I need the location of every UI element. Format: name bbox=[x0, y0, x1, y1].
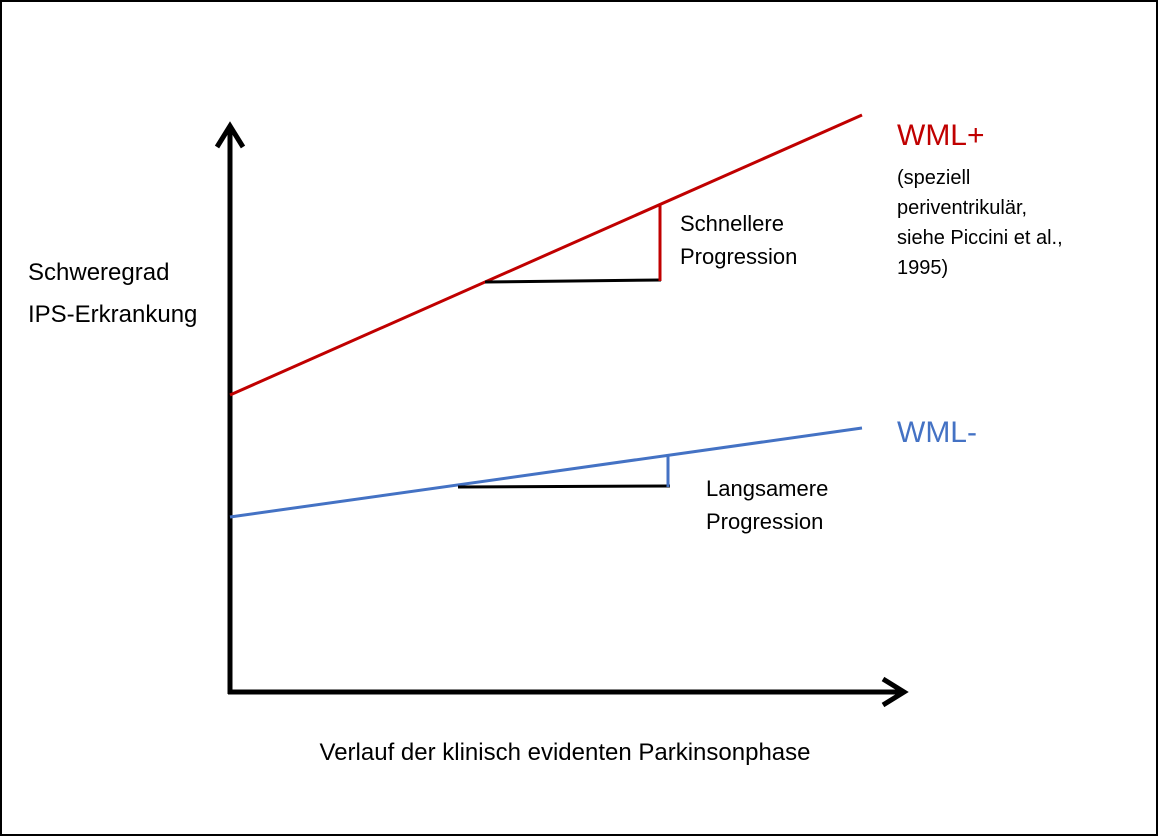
x-axis-label: Verlauf der klinisch evidenten Parkinson… bbox=[320, 739, 811, 766]
line-note: periventrikulär, bbox=[897, 197, 1027, 219]
slope-label: Schnellere bbox=[680, 211, 784, 236]
line-label: WML- bbox=[897, 416, 977, 449]
y-axis-label: Schweregrad bbox=[28, 259, 169, 286]
line-label: WML+ bbox=[897, 119, 985, 152]
slope-run bbox=[484, 278, 662, 284]
line-note: 1995) bbox=[897, 257, 948, 279]
line-wml-plus bbox=[229, 113, 863, 397]
slope-label: Langsamere bbox=[706, 476, 828, 501]
slope-label: Progression bbox=[706, 509, 823, 534]
x-axis-arrow bbox=[881, 676, 909, 708]
slope-run bbox=[457, 484, 671, 489]
y-axis-label: IPS-Erkrankung bbox=[28, 301, 197, 328]
line-note: siehe Piccini et al., bbox=[897, 227, 1063, 249]
slope-label: Progression bbox=[680, 244, 797, 269]
line-wml-minus bbox=[229, 426, 863, 519]
line-note: (speziell bbox=[897, 167, 970, 189]
y-axis-arrow bbox=[214, 121, 246, 149]
